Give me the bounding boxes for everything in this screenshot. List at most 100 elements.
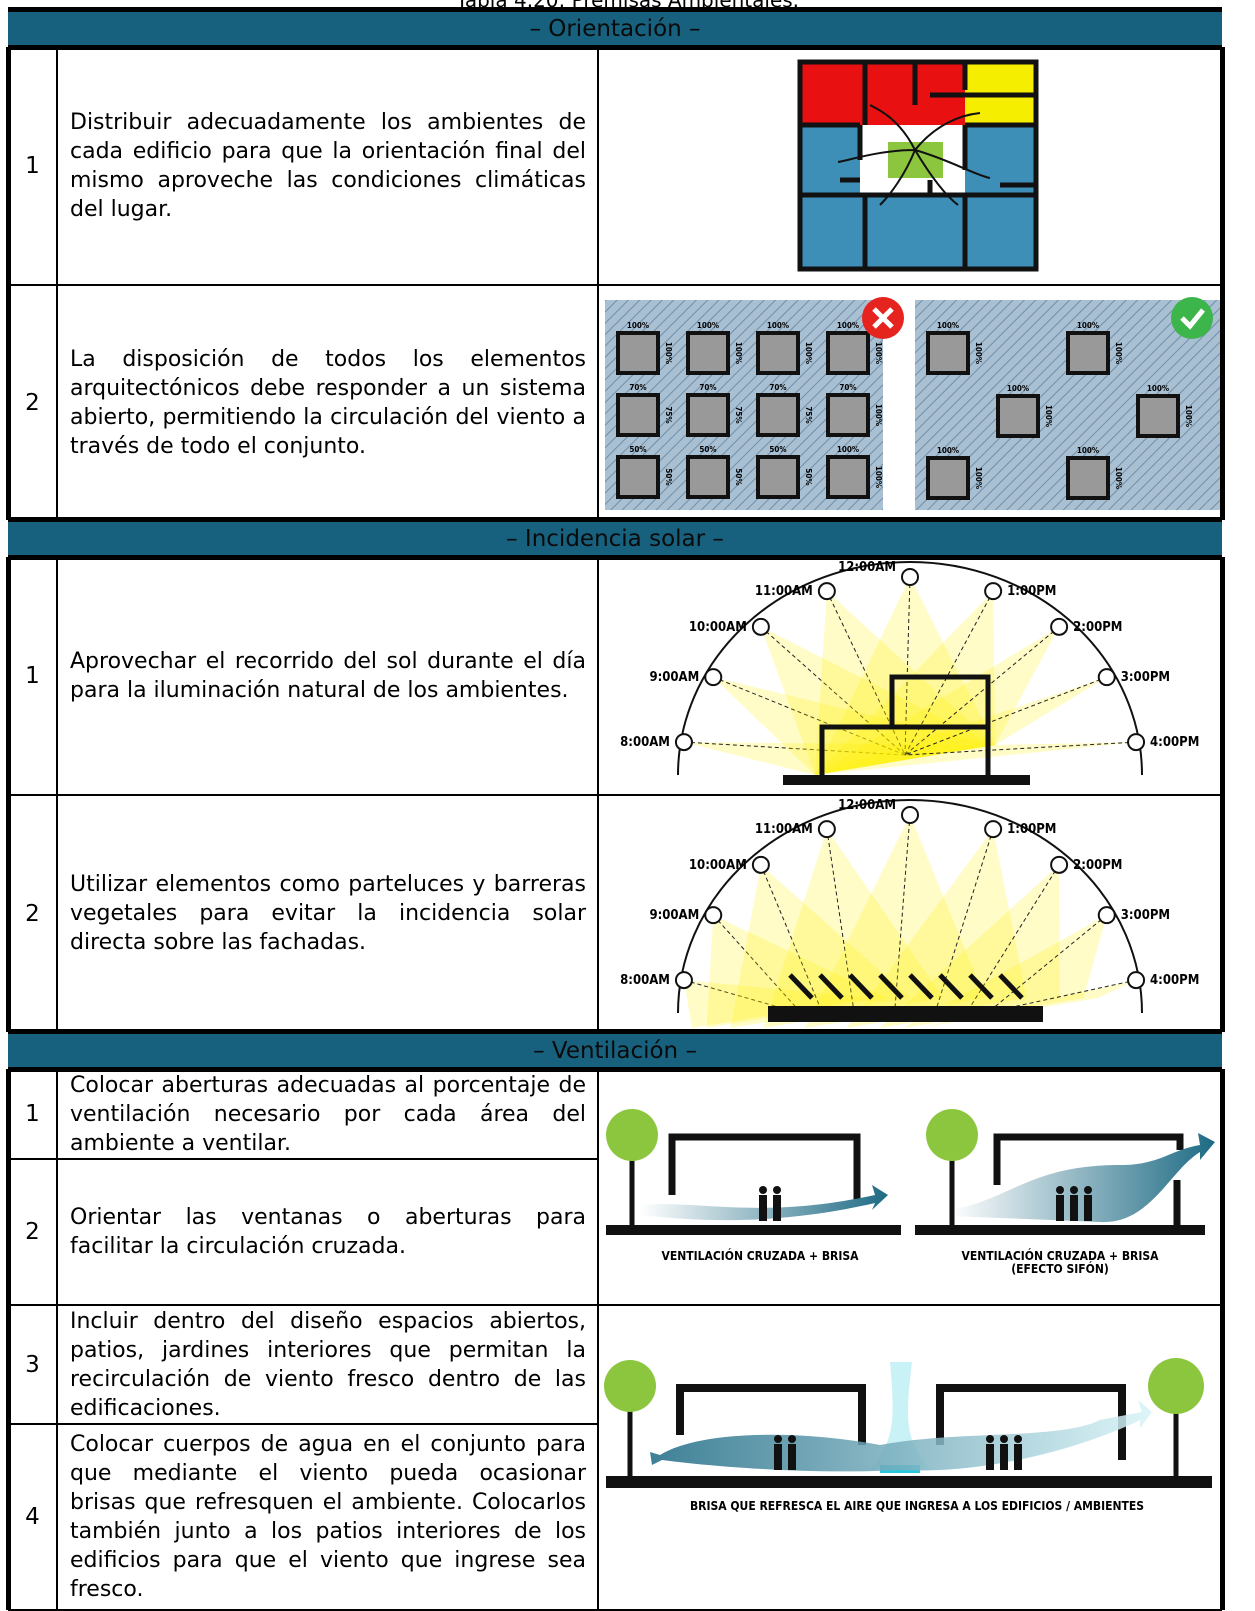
sun (817, 582, 836, 601)
row-number-text: 1 (25, 153, 40, 179)
section-header: – Orientación – (8, 10, 1222, 47)
border (8, 517, 1222, 522)
wind-flow (640, 1185, 888, 1221)
row-number-text: 2 (25, 900, 40, 927)
row-text: Distribuir adecuadamente los ambientes d… (57, 47, 598, 285)
row-number-text: 2 (25, 389, 40, 416)
louver (788, 973, 814, 1000)
wind-label: 100% (874, 342, 883, 364)
sun-ray (760, 626, 995, 775)
person (1014, 1435, 1022, 1443)
row-number: 4 (8, 1424, 57, 1610)
row-number: 2 (8, 285, 57, 520)
row-text: Incluir dentro del diseño espacios abier… (57, 1305, 598, 1424)
building-block (926, 331, 970, 375)
person (773, 1195, 781, 1221)
building-block (756, 393, 800, 437)
border (56, 1069, 58, 1159)
wind-label: 100% (1044, 405, 1053, 427)
row-number: 2 (8, 795, 57, 1032)
row-number-text: 1 (25, 663, 40, 689)
border (1220, 1424, 1225, 1610)
row-text-text: Incluir dentro del diseño espacios abier… (70, 1308, 586, 1421)
person (1000, 1435, 1008, 1443)
sun-time: 2:00PM (1073, 858, 1122, 873)
wind-label: 50% (629, 445, 646, 454)
sun-ray (815, 742, 1137, 775)
border (1220, 1305, 1225, 1424)
sun-time: 3:00PM (1121, 908, 1170, 923)
tree-crown (604, 1360, 656, 1412)
wind-label: 70% (769, 383, 786, 392)
person (1056, 1195, 1064, 1221)
sun (1050, 617, 1069, 636)
sun-ray (683, 980, 872, 1028)
sun (674, 971, 693, 990)
person (986, 1435, 994, 1443)
building-block (1066, 331, 1110, 375)
row-text-text: Aprovechar el recorrido del sol durante … (70, 649, 586, 703)
sun-ray (706, 915, 887, 1028)
wind-label: 50% (699, 445, 716, 454)
louver (878, 973, 904, 1000)
wind-label: 100% (804, 342, 813, 364)
section-header-text: – Orientación – (529, 15, 701, 42)
row-number: 1 (8, 557, 57, 795)
border (8, 1067, 1222, 1072)
building-block (996, 394, 1040, 438)
wind-label: 100% (664, 342, 673, 364)
wind-label: 50% (769, 445, 786, 454)
person (1084, 1195, 1092, 1221)
person (1014, 1444, 1022, 1470)
wind-label: 50% (734, 468, 743, 485)
sun-time: 2:00PM (1073, 620, 1122, 635)
right-icon (1180, 308, 1205, 330)
sun-time: 12:00AM (838, 798, 896, 813)
building-block (616, 393, 660, 437)
border (8, 45, 1222, 50)
border (1220, 1159, 1225, 1305)
section-header: – Ventilación – (8, 1032, 1222, 1069)
sun-time: 11:00AM (755, 584, 813, 599)
wind-label: 100% (1077, 446, 1099, 455)
louver (908, 973, 934, 1000)
person (1056, 1186, 1064, 1194)
sun (901, 806, 919, 824)
row-text-text: La disposición de todos los elementos ar… (70, 346, 586, 459)
sun-ray (846, 829, 1027, 1028)
sun-ray-line (826, 590, 906, 756)
section-header-text: – Incidencia solar – (506, 525, 724, 552)
border (8, 1423, 598, 1425)
sun-time: 12:00AM (838, 560, 896, 575)
floor-plan (797, 59, 1039, 272)
building-block (926, 456, 970, 500)
sun-ray (805, 815, 985, 1028)
building-block (686, 331, 730, 375)
border (56, 285, 58, 520)
border (597, 557, 599, 795)
sun-time: 9:00AM (649, 670, 699, 685)
border (8, 555, 1222, 560)
sun (901, 568, 919, 586)
sun-time: 11:00AM (755, 822, 813, 837)
border (56, 557, 58, 795)
border (56, 1305, 58, 1424)
wind-label: 70% (839, 383, 856, 392)
building (668, 1133, 861, 1205)
ground (606, 1225, 901, 1235)
sun-ray (763, 829, 944, 1028)
border (8, 7, 1222, 12)
wind-label: 100% (767, 321, 789, 330)
wind-label: 100% (974, 342, 983, 364)
building-block (826, 393, 870, 437)
border (6, 795, 11, 1032)
building (819, 674, 991, 775)
section-header-text: – Ventilación – (533, 1037, 697, 1064)
row-text: Orientar las ventanas o aberturas para f… (57, 1159, 598, 1305)
person (1000, 1444, 1008, 1470)
wind-label: 50% (664, 468, 673, 485)
louver (848, 973, 874, 1000)
row-number: 2 (8, 1159, 57, 1305)
sun-ray-line (904, 676, 1107, 756)
sun-time: 10:00AM (689, 858, 747, 873)
